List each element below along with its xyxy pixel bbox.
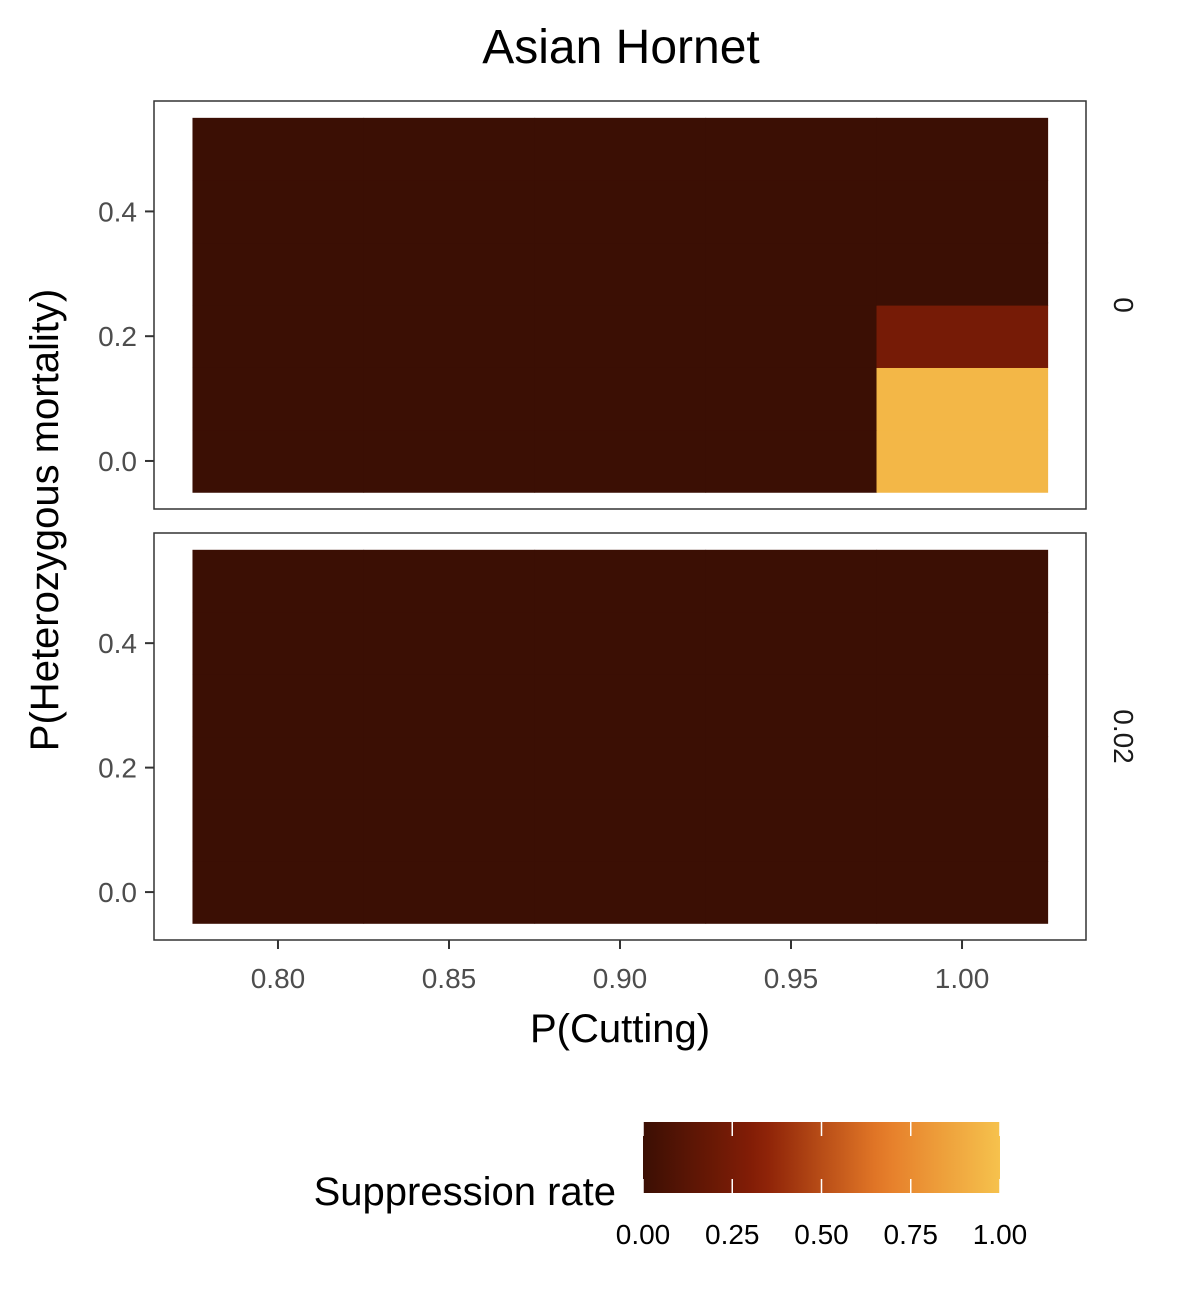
heatmap-cell <box>876 117 1049 181</box>
heatmap-cell <box>705 798 878 862</box>
facet-strip-label: 0 <box>1108 297 1139 313</box>
heatmap-cell <box>192 367 365 431</box>
x-tick-label: 0.90 <box>593 963 648 994</box>
heatmap-cell <box>363 242 536 306</box>
heatmap-cell <box>705 612 878 675</box>
panel-border <box>153 100 1087 510</box>
facet-panels: 0.0 0.2 0.4 0 0.0 0.2 0.4 0.02 <box>98 100 1139 941</box>
heatmap-cell <box>876 367 1049 431</box>
heatmap-cell <box>534 549 707 613</box>
heatmap-cell <box>363 549 536 613</box>
heatmap-cell <box>534 180 707 244</box>
y-tick-label: 0.4 <box>98 628 137 659</box>
heatmap-cell <box>705 549 878 613</box>
heatmap-cell <box>534 117 707 181</box>
heatmap-cell <box>534 242 707 306</box>
x-tick-label: 1.00 <box>935 963 990 994</box>
heatmap-cell <box>363 674 536 738</box>
heatmap-cell <box>534 305 707 368</box>
heatmap-cell <box>192 305 365 368</box>
heatmap-cell <box>363 429 536 493</box>
x-axis-title: P(Cutting) <box>530 1007 710 1051</box>
legend-tick-label: 1.00 <box>973 1219 1028 1250</box>
heatmap-cell <box>192 180 365 244</box>
facet-panel-0: 0.0 0.2 0.4 0 <box>98 100 1139 510</box>
heatmap-cell <box>705 117 878 181</box>
heatmap-cell <box>876 612 1049 675</box>
y-tick-label: 0.2 <box>98 753 137 784</box>
heatmap-cell <box>534 674 707 738</box>
heatmap-cell <box>876 736 1049 800</box>
heatmap-cell <box>705 242 878 306</box>
y-tick-label: 0.0 <box>98 446 137 477</box>
heatmap-cell <box>876 305 1049 368</box>
y-tick-label: 0.0 <box>98 877 137 908</box>
heatmap-cell <box>363 117 536 181</box>
heatmap-cell <box>876 860 1049 924</box>
heatmap-cell <box>192 549 365 613</box>
heatmap-cell <box>363 180 536 244</box>
heatmap-cell <box>534 367 707 431</box>
legend-title: Suppression rate <box>314 1170 616 1214</box>
heatmap-cell <box>192 429 365 493</box>
heatmap-cell <box>876 429 1049 493</box>
facet-panel-0.02: 0.0 0.2 0.4 0.02 <box>98 532 1139 941</box>
legend: Suppression rate 0.00 0.25 0.50 0.75 1.00 <box>314 1122 1028 1250</box>
heatmap-cell <box>876 674 1049 738</box>
y-axis-title: P(Heterozygous mortality) <box>23 289 67 751</box>
heatmap-cell <box>876 798 1049 862</box>
x-tick-label: 0.85 <box>422 963 477 994</box>
heatmap-cell <box>192 736 365 800</box>
y-tick-label: 0.2 <box>98 321 137 352</box>
heatmap-cell <box>705 367 878 431</box>
heatmap-cell <box>705 860 878 924</box>
heatmap-cell <box>192 674 365 738</box>
chart-title: Asian Hornet <box>482 21 759 74</box>
heatmap-cell <box>705 429 878 493</box>
heatmap-cell <box>534 860 707 924</box>
heatmap-cell <box>876 180 1049 244</box>
heatmap-cell <box>705 180 878 244</box>
heatmap-cell <box>705 674 878 738</box>
heatmap-cell <box>192 798 365 862</box>
legend-tick-label: 0.75 <box>884 1219 939 1250</box>
heatmap-cell <box>363 305 536 368</box>
heatmap-cell <box>363 736 536 800</box>
heatmap-cell <box>363 367 536 431</box>
legend-ticks: 0.00 0.25 0.50 0.75 1.00 <box>616 1122 1028 1250</box>
legend-tick-label: 0.50 <box>794 1219 849 1250</box>
heatmap-cell <box>534 429 707 493</box>
heatmap-cell <box>705 305 878 368</box>
legend-tick-label: 0.25 <box>705 1219 760 1250</box>
heatmap-cell <box>192 117 365 181</box>
heatmap-cell <box>876 242 1049 306</box>
heatmap-cell <box>192 860 365 924</box>
heatmap-cell <box>534 736 707 800</box>
heatmap-cell <box>192 612 365 675</box>
heatmap-cell <box>363 612 536 675</box>
heatmap-cell <box>363 860 536 924</box>
heatmap-cell <box>534 612 707 675</box>
x-axis: 0.80 0.85 0.90 0.95 1.00 <box>251 940 990 994</box>
x-tick-label: 0.95 <box>764 963 819 994</box>
heatmap-cell <box>534 798 707 862</box>
x-tick-label: 0.80 <box>251 963 306 994</box>
heatmap-cell <box>363 798 536 862</box>
heatmap-cell <box>876 549 1049 613</box>
facet-strip-label: 0.02 <box>1108 709 1139 764</box>
legend-tick-label: 0.00 <box>616 1219 671 1250</box>
heatmap-cell <box>705 736 878 800</box>
y-tick-label: 0.4 <box>98 196 137 227</box>
heatmap-cell <box>192 242 365 306</box>
